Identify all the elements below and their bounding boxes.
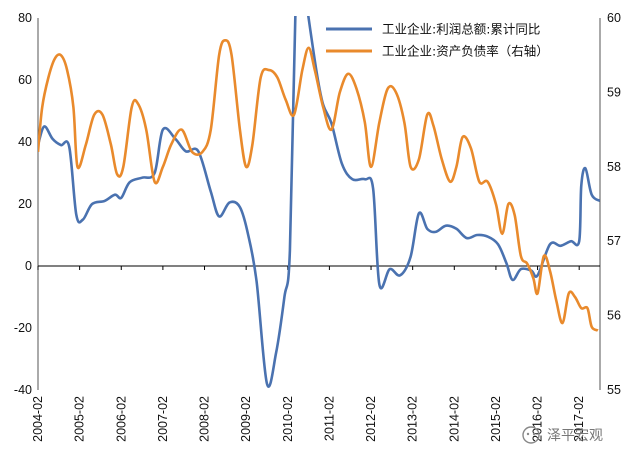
x-tick-label: 2011-02: [322, 396, 336, 441]
watermark: 泽平宏观: [522, 426, 603, 444]
x-tick-label: 2004-02: [31, 396, 45, 442]
x-tick-label: 2014-02: [447, 396, 461, 442]
left-tick-label: 0: [25, 259, 32, 273]
right-tick-label: 57: [607, 234, 621, 248]
x-tick-label: 2009-02: [239, 396, 253, 442]
right-tick-label: 58: [607, 160, 621, 174]
left-tick-label: 80: [18, 11, 32, 25]
right-tick-label: 56: [607, 309, 621, 323]
x-tick-label: 2007-02: [156, 396, 170, 442]
x-tick-label: 2017-02: [572, 396, 586, 442]
x-tick-label: 2015-02: [489, 396, 503, 442]
x-tick-label: 2013-02: [406, 396, 420, 442]
x-tick-label: 2008-02: [198, 396, 212, 442]
left-tick-label: -20: [14, 321, 32, 335]
left-tick-label: 20: [18, 197, 32, 211]
series-line-profit: [38, 16, 600, 388]
legend-label: 工业企业:利润总额:累计同比: [382, 22, 540, 37]
right-tick-label: 59: [607, 85, 621, 99]
series-layer: [38, 16, 600, 388]
x-tick-label: 2016-02: [531, 396, 545, 442]
x-tick-label: 2010-02: [281, 396, 295, 442]
left-tick-label: 60: [18, 73, 32, 87]
series-line-debt-ratio: [38, 39, 599, 332]
right-axis-ticks: 55 56 57 58 59 60: [607, 11, 621, 397]
left-axis-ticks: -40 -20 0 20 40 60 80: [14, 11, 32, 397]
x-axis-ticks: 2004-02 2005-02 2006-02 2007-02 2008-02 2009-…: [31, 266, 586, 442]
watermark-text: 泽平宏观: [547, 428, 603, 444]
left-tick-label: 40: [18, 135, 32, 149]
x-tick-label: 2012-02: [364, 396, 378, 442]
x-tick-label: 2006-02: [114, 396, 128, 442]
legend-label: 工业企业:资产负债率（右轴）: [382, 44, 549, 59]
wechat-icon: [522, 426, 540, 444]
x-tick-label: 2005-02: [73, 396, 87, 442]
right-tick-label: 55: [607, 383, 621, 397]
right-tick-label: 60: [607, 11, 621, 25]
left-tick-label: -40: [14, 383, 32, 397]
